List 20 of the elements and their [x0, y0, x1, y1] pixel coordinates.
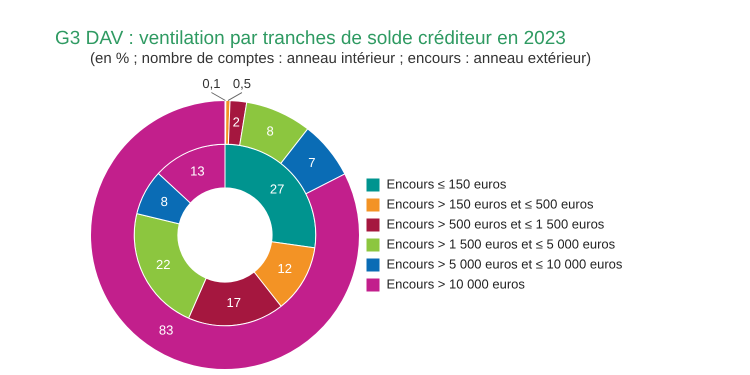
data-label: 13: [190, 163, 205, 178]
legend-label: Encours > 1 500 euros et ≤ 5 000 euros: [386, 236, 616, 252]
data-label: 17: [226, 294, 241, 310]
chart-subtitle: (en % ; nombre de comptes : anneau intérieur ; encours : anneau extérieur): [90, 50, 592, 67]
legend-label: Encours > 500 euros et ≤ 1 500 euros: [386, 216, 605, 232]
legend-label: Encours > 5 000 euros et ≤ 10 000 euros: [386, 256, 623, 272]
data-label: 83: [158, 322, 174, 338]
legend-label: Encours > 150 euros et ≤ 500 euros: [386, 196, 594, 212]
data-label: 8: [160, 194, 168, 210]
data-label: 27: [270, 181, 284, 196]
data-label: 8: [266, 123, 274, 138]
data-label: 12: [277, 261, 292, 276]
data-label: 0,1: [202, 76, 220, 92]
data-label: 7: [308, 154, 316, 170]
legend-label: Encours ≤ 150 euros: [386, 176, 507, 192]
legend-label: Encours > 10 000 euros: [386, 276, 526, 292]
data-label: 0,5: [232, 76, 251, 92]
data-label: 22: [156, 257, 170, 272]
data-label: 2: [232, 114, 240, 130]
chart-title: G3 DAV : ventilation par tranches de solde créditeur en 2023: [55, 28, 566, 50]
